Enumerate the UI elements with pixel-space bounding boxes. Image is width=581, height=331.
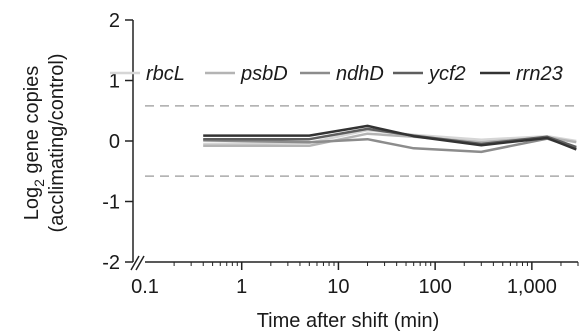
- legend-label: ycf2: [427, 63, 466, 85]
- x-tick-label: 0.1: [131, 276, 159, 298]
- axis-break-mark: [130, 255, 140, 271]
- y-tick-label: 2: [109, 10, 120, 32]
- legend-label: ndhD: [336, 63, 384, 85]
- x-tick-label: 100: [418, 276, 451, 298]
- x-tick-label: 1: [236, 276, 247, 298]
- series-line-rrn23: [203, 124, 577, 151]
- legend-label: rrn23: [516, 63, 563, 85]
- y-axis-title-line2: (acclimating/control): [46, 54, 68, 233]
- x-axis-title: Time after shift (min): [257, 310, 440, 331]
- series-lines: [203, 124, 577, 154]
- legend-label: rbcL: [146, 63, 185, 85]
- y-tick-label: 0: [109, 131, 120, 153]
- y-tick-label: 1: [109, 71, 120, 93]
- reference-lines: [145, 105, 578, 177]
- y-tick-label: -1: [102, 192, 120, 214]
- legend-label: psbD: [240, 63, 288, 85]
- y-axis-title-line1: Log2 gene copies: [21, 66, 47, 221]
- legend: rbcL psbD ndhD ycf2 rrn23: [110, 63, 563, 85]
- x-tick-label: 1,000: [507, 276, 557, 298]
- axis-break-mark: [135, 255, 145, 271]
- axes: 210-1-20.1 1 10 100 1,000: [102, 10, 579, 298]
- y-tick-label: -2: [102, 252, 120, 274]
- x-tick-label: 10: [327, 276, 349, 298]
